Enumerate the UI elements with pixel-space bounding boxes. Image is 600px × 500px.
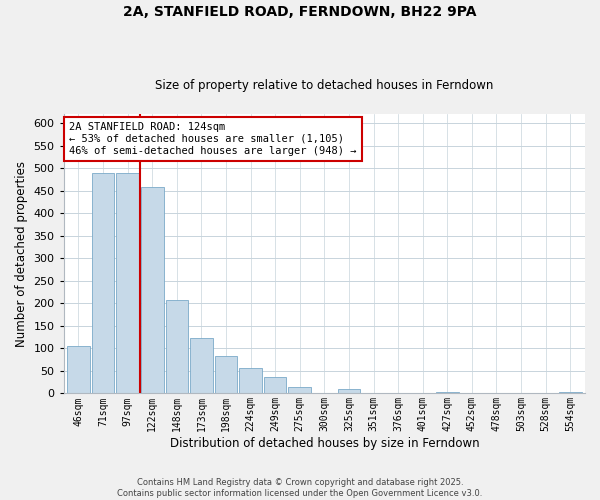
Bar [67,346,90,394]
Y-axis label: Number of detached properties: Number of detached properties [15,160,28,346]
Bar [116,172,139,394]
Bar [215,356,238,394]
Text: 2A STANFIELD ROAD: 124sqm
← 53% of detached houses are smaller (1,105)
46% of se: 2A STANFIELD ROAD: 124sqm ← 53% of detac… [69,122,356,156]
Bar [338,389,360,394]
Bar [166,300,188,394]
Title: Size of property relative to detached houses in Ferndown: Size of property relative to detached ho… [155,79,494,92]
Bar [141,188,164,394]
Bar [436,392,458,394]
Text: Contains HM Land Registry data © Crown copyright and database right 2025.
Contai: Contains HM Land Registry data © Crown c… [118,478,482,498]
X-axis label: Distribution of detached houses by size in Ferndown: Distribution of detached houses by size … [170,437,479,450]
Bar [239,368,262,394]
Bar [190,338,213,394]
Bar [264,377,286,394]
Bar [92,172,115,394]
Bar [289,386,311,394]
Bar [559,392,581,394]
Text: 2A, STANFIELD ROAD, FERNDOWN, BH22 9PA: 2A, STANFIELD ROAD, FERNDOWN, BH22 9PA [123,5,477,19]
